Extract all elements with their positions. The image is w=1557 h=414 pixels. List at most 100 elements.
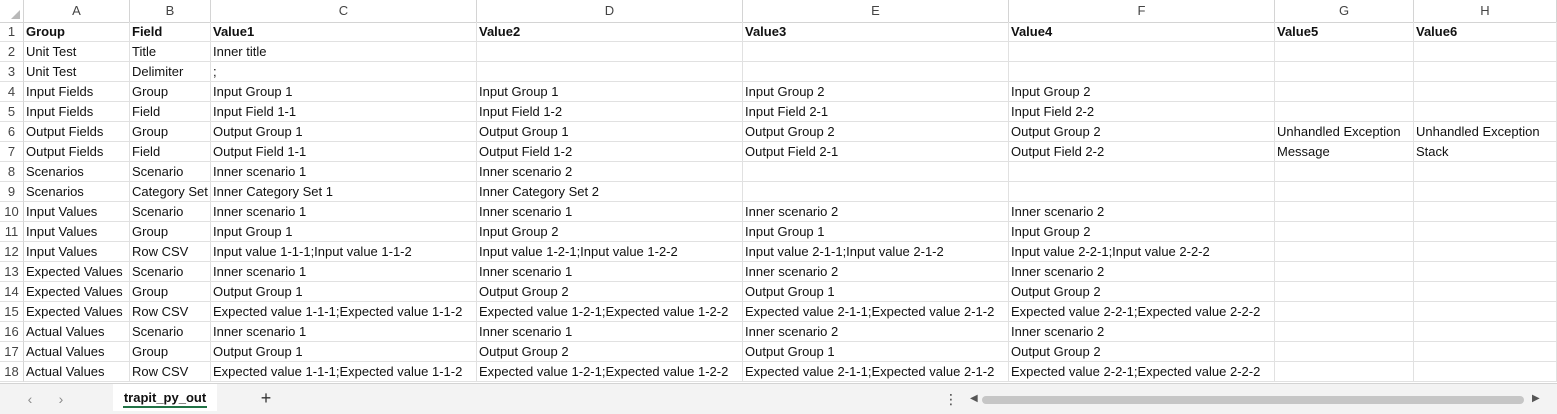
cell-e18[interactable]: Expected value 2-1-1;Expected value 2-1-… xyxy=(743,362,1009,382)
cell-d13[interactable]: Inner scenario 1 xyxy=(477,262,743,282)
row-header-8[interactable]: 8 xyxy=(0,162,24,182)
cell-f10[interactable]: Inner scenario 2 xyxy=(1009,202,1275,222)
cell-c15[interactable]: Expected value 1-1-1;Expected value 1-1-… xyxy=(211,302,477,322)
cell-a18[interactable]: Actual Values xyxy=(24,362,130,382)
cell-g15[interactable] xyxy=(1275,302,1414,322)
next-sheet-arrow-icon[interactable]: › xyxy=(58,391,64,407)
cell-a5[interactable]: Input Fields xyxy=(24,102,130,122)
cell-c17[interactable]: Output Group 1 xyxy=(211,342,477,362)
column-header-g[interactable]: G xyxy=(1275,0,1414,22)
cell-b10[interactable]: Scenario xyxy=(130,202,211,222)
scroll-right-icon[interactable]: ▶ xyxy=(1532,393,1540,404)
cell-a3[interactable]: Unit Test xyxy=(24,62,130,82)
row-header-12[interactable]: 12 xyxy=(0,242,24,262)
cell-h2[interactable] xyxy=(1414,42,1557,62)
sheet-tab-trapit-py-out[interactable]: trapit_py_out xyxy=(113,384,217,411)
cell-f17[interactable]: Output Group 2 xyxy=(1009,342,1275,362)
prev-sheet-arrow-icon[interactable]: ‹ xyxy=(27,391,33,407)
row-header-17[interactable]: 17 xyxy=(0,342,24,362)
cell-h16[interactable] xyxy=(1414,322,1557,342)
cell-b1[interactable]: Field xyxy=(130,22,211,42)
cell-g17[interactable] xyxy=(1275,342,1414,362)
cell-d6[interactable]: Output Group 1 xyxy=(477,122,743,142)
cell-a1[interactable]: Group xyxy=(24,22,130,42)
cell-e3[interactable] xyxy=(743,62,1009,82)
cell-g11[interactable] xyxy=(1275,222,1414,242)
cell-c16[interactable]: Inner scenario 1 xyxy=(211,322,477,342)
cell-e2[interactable] xyxy=(743,42,1009,62)
cell-a11[interactable]: Input Values xyxy=(24,222,130,242)
cell-g9[interactable] xyxy=(1275,182,1414,202)
column-header-d[interactable]: D xyxy=(477,0,743,22)
cell-f15[interactable]: Expected value 2-2-1;Expected value 2-2-… xyxy=(1009,302,1275,322)
column-header-a[interactable]: A xyxy=(24,0,130,22)
cell-g10[interactable] xyxy=(1275,202,1414,222)
cell-f12[interactable]: Input value 2-2-1;Input value 2-2-2 xyxy=(1009,242,1275,262)
cell-c9[interactable]: Inner Category Set 1 xyxy=(211,182,477,202)
cell-h5[interactable] xyxy=(1414,102,1557,122)
cell-h4[interactable] xyxy=(1414,82,1557,102)
row-header-1[interactable]: 1 xyxy=(0,22,24,42)
cell-f16[interactable]: Inner scenario 2 xyxy=(1009,322,1275,342)
cell-d8[interactable]: Inner scenario 2 xyxy=(477,162,743,182)
cell-c10[interactable]: Inner scenario 1 xyxy=(211,202,477,222)
column-header-c[interactable]: C xyxy=(211,0,477,22)
cell-a10[interactable]: Input Values xyxy=(24,202,130,222)
cell-c18[interactable]: Expected value 1-1-1;Expected value 1-1-… xyxy=(211,362,477,382)
row-header-16[interactable]: 16 xyxy=(0,322,24,342)
cell-a8[interactable]: Scenarios xyxy=(24,162,130,182)
cell-f18[interactable]: Expected value 2-2-1;Expected value 2-2-… xyxy=(1009,362,1275,382)
select-all-button[interactable] xyxy=(0,0,24,22)
cell-g13[interactable] xyxy=(1275,262,1414,282)
column-header-e[interactable]: E xyxy=(743,0,1009,22)
cell-b9[interactable]: Category Set xyxy=(130,182,211,202)
cell-h3[interactable] xyxy=(1414,62,1557,82)
cell-b6[interactable]: Group xyxy=(130,122,211,142)
row-header-2[interactable]: 2 xyxy=(0,42,24,62)
more-options-icon[interactable]: ⋮ xyxy=(944,391,958,407)
cell-h11[interactable] xyxy=(1414,222,1557,242)
cell-b5[interactable]: Field xyxy=(130,102,211,122)
cell-h17[interactable] xyxy=(1414,342,1557,362)
cell-g18[interactable] xyxy=(1275,362,1414,382)
cell-a4[interactable]: Input Fields xyxy=(24,82,130,102)
row-header-10[interactable]: 10 xyxy=(0,202,24,222)
cell-b16[interactable]: Scenario xyxy=(130,322,211,342)
cell-d2[interactable] xyxy=(477,42,743,62)
cell-c3[interactable]: ; xyxy=(211,62,477,82)
row-header-9[interactable]: 9 xyxy=(0,182,24,202)
cell-c7[interactable]: Output Field 1-1 xyxy=(211,142,477,162)
cell-c13[interactable]: Inner scenario 1 xyxy=(211,262,477,282)
cell-d14[interactable]: Output Group 2 xyxy=(477,282,743,302)
cell-d10[interactable]: Inner scenario 1 xyxy=(477,202,743,222)
column-header-h[interactable]: H xyxy=(1414,0,1557,22)
cell-e15[interactable]: Expected value 2-1-1;Expected value 2-1-… xyxy=(743,302,1009,322)
cell-g16[interactable] xyxy=(1275,322,1414,342)
cell-d4[interactable]: Input Group 1 xyxy=(477,82,743,102)
cell-e4[interactable]: Input Group 2 xyxy=(743,82,1009,102)
cell-c8[interactable]: Inner scenario 1 xyxy=(211,162,477,182)
cell-e10[interactable]: Inner scenario 2 xyxy=(743,202,1009,222)
cell-g1[interactable]: Value5 xyxy=(1275,22,1414,42)
cell-c4[interactable]: Input Group 1 xyxy=(211,82,477,102)
cell-f6[interactable]: Output Group 2 xyxy=(1009,122,1275,142)
row-header-5[interactable]: 5 xyxy=(0,102,24,122)
cell-b2[interactable]: Title xyxy=(130,42,211,62)
cell-d3[interactable] xyxy=(477,62,743,82)
cell-d15[interactable]: Expected value 1-2-1;Expected value 1-2-… xyxy=(477,302,743,322)
cell-a7[interactable]: Output Fields xyxy=(24,142,130,162)
cell-b11[interactable]: Group xyxy=(130,222,211,242)
row-header-13[interactable]: 13 xyxy=(0,262,24,282)
cell-h9[interactable] xyxy=(1414,182,1557,202)
row-header-14[interactable]: 14 xyxy=(0,282,24,302)
cell-f1[interactable]: Value4 xyxy=(1009,22,1275,42)
cell-h1[interactable]: Value6 xyxy=(1414,22,1557,42)
cell-c1[interactable]: Value1 xyxy=(211,22,477,42)
cell-d7[interactable]: Output Field 1-2 xyxy=(477,142,743,162)
row-header-7[interactable]: 7 xyxy=(0,142,24,162)
cell-d18[interactable]: Expected value 1-2-1;Expected value 1-2-… xyxy=(477,362,743,382)
cell-b7[interactable]: Field xyxy=(130,142,211,162)
scroll-left-icon[interactable]: ◀ xyxy=(970,393,978,404)
cell-c2[interactable]: Inner title xyxy=(211,42,477,62)
cell-c12[interactable]: Input value 1-1-1;Input value 1-1-2 xyxy=(211,242,477,262)
